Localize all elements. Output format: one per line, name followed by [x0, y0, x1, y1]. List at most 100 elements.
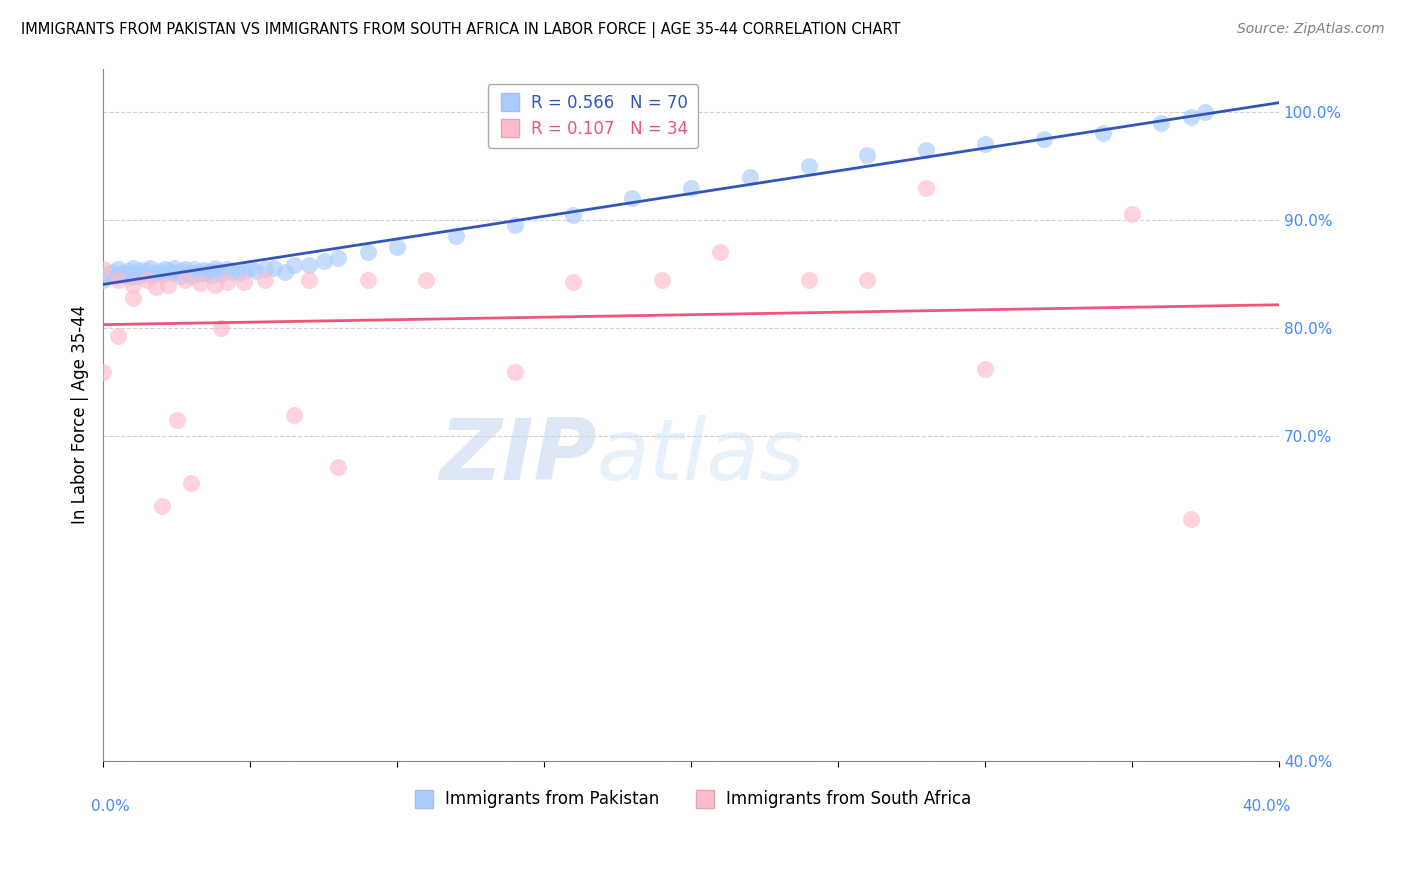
Point — [1091, 127, 1114, 141]
Point — [856, 148, 879, 162]
Point — [188, 267, 211, 281]
Point — [198, 264, 221, 278]
Text: IMMIGRANTS FROM PAKISTAN VS IMMIGRANTS FROM SOUTH AFRICA IN LABOR FORCE | AGE 35: IMMIGRANTS FROM PAKISTAN VS IMMIGRANTS F… — [21, 22, 901, 38]
Point — [159, 266, 181, 280]
Point — [385, 240, 408, 254]
Point — [974, 137, 997, 152]
Text: atlas: atlas — [598, 415, 806, 498]
Point — [91, 272, 114, 286]
Point — [145, 266, 167, 280]
Point — [679, 180, 702, 194]
Point — [221, 265, 243, 279]
Point — [107, 261, 129, 276]
Point — [166, 265, 188, 279]
Point — [1150, 115, 1173, 129]
Point — [150, 267, 173, 281]
Point — [562, 275, 585, 289]
Point — [562, 208, 585, 222]
Point — [915, 180, 938, 194]
Point — [856, 272, 879, 286]
Point — [191, 262, 214, 277]
Point — [328, 251, 350, 265]
Point — [201, 268, 224, 283]
Point — [101, 265, 124, 279]
Point — [738, 169, 761, 184]
Point — [651, 272, 673, 286]
Point — [110, 266, 132, 280]
Point — [274, 265, 297, 279]
Point — [104, 269, 127, 284]
Point — [245, 264, 267, 278]
Text: 40.0%: 40.0% — [1243, 799, 1291, 814]
Point — [127, 269, 149, 284]
Point — [298, 259, 321, 273]
Point — [169, 269, 191, 284]
Point — [150, 499, 173, 513]
Legend: Immigrants from Pakistan, Immigrants from South Africa: Immigrants from Pakistan, Immigrants fro… — [405, 784, 977, 815]
Point — [204, 260, 226, 275]
Text: ZIP: ZIP — [439, 415, 598, 498]
Point — [915, 143, 938, 157]
Point — [142, 268, 165, 283]
Point — [1194, 104, 1216, 119]
Point — [709, 245, 731, 260]
Point — [215, 275, 238, 289]
Point — [283, 259, 305, 273]
Point — [145, 280, 167, 294]
Point — [148, 264, 170, 278]
Point — [621, 191, 644, 205]
Point — [91, 261, 114, 276]
Point — [134, 267, 156, 281]
Point — [444, 229, 467, 244]
Point — [118, 270, 141, 285]
Point — [91, 364, 114, 378]
Point — [974, 362, 997, 376]
Point — [136, 264, 159, 278]
Point — [215, 261, 238, 276]
Point — [107, 272, 129, 286]
Point — [180, 475, 202, 490]
Point — [1032, 132, 1054, 146]
Point — [1121, 206, 1143, 220]
Point — [174, 272, 197, 286]
Point — [180, 269, 202, 284]
Y-axis label: In Labor Force | Age 35-44: In Labor Force | Age 35-44 — [72, 305, 89, 524]
Point — [503, 219, 526, 233]
Point — [239, 260, 262, 275]
Point — [209, 267, 232, 281]
Point — [415, 272, 437, 286]
Point — [253, 272, 276, 286]
Point — [357, 245, 380, 260]
Point — [195, 266, 218, 280]
Point — [207, 264, 229, 278]
Point — [233, 264, 256, 278]
Point — [253, 261, 276, 276]
Text: Source: ZipAtlas.com: Source: ZipAtlas.com — [1237, 22, 1385, 37]
Point — [136, 272, 159, 286]
Point — [328, 459, 350, 474]
Point — [188, 276, 211, 290]
Point — [107, 328, 129, 343]
Point — [177, 267, 200, 281]
Point — [209, 321, 232, 335]
Point — [228, 266, 250, 280]
Text: 0.0%: 0.0% — [91, 799, 131, 814]
Point — [115, 264, 138, 278]
Point — [797, 272, 820, 286]
Point — [131, 262, 153, 277]
Point — [186, 265, 208, 279]
Point — [172, 264, 194, 278]
Point — [183, 261, 205, 276]
Point — [233, 275, 256, 289]
Point — [357, 272, 380, 286]
Point — [121, 260, 143, 275]
Point — [298, 272, 321, 286]
Point — [156, 264, 179, 278]
Point — [121, 291, 143, 305]
Point — [1180, 110, 1202, 124]
Point — [98, 267, 121, 281]
Point — [139, 260, 162, 275]
Point — [1180, 511, 1202, 525]
Point — [156, 277, 179, 292]
Point — [174, 261, 197, 276]
